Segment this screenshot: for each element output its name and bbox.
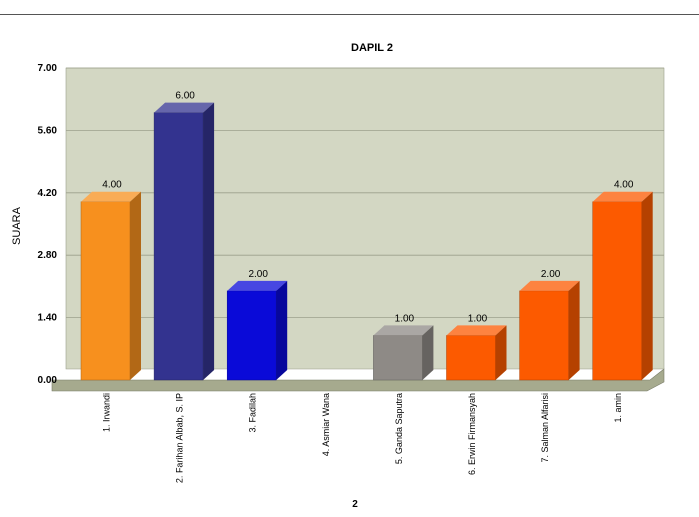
data-label: 4.00: [102, 180, 122, 191]
x-axis-title: 2: [352, 499, 358, 510]
y-axis-title: SUARA: [11, 206, 23, 245]
bar: [80, 191, 141, 381]
category-label: 4. Asmiar Wana: [321, 393, 331, 456]
y-tick-label: 4.20: [38, 188, 58, 199]
chart-title: DAPIL 2: [351, 42, 393, 54]
bars: 4.00 6.00 2.00 1.00 1.00 2.00 4.00: [80, 91, 653, 381]
bar: [153, 102, 215, 381]
bar: [592, 191, 653, 381]
y-tick-labels: 0.00 1.40 2.80 4.20 5.60 7.00: [38, 63, 58, 386]
bar: [226, 280, 288, 381]
data-label: 4.00: [614, 180, 634, 191]
category-label: 5. Ganda Saputra: [394, 393, 404, 464]
category-label: 2. Farihan Albab, S. IP: [175, 393, 185, 483]
data-label: 6.00: [175, 91, 195, 102]
data-label: 1.00: [468, 313, 488, 324]
category-label: 6. Erwin Firmansyah: [467, 393, 477, 475]
y-tick-label: 2.80: [38, 250, 58, 261]
category-label: 1. amin: [613, 393, 623, 423]
bar: [519, 280, 580, 381]
category-label: 7. Salman Alfarisi: [540, 393, 550, 463]
y-tick-label: 0.00: [38, 375, 58, 386]
top-divider: [0, 14, 699, 15]
bar: [446, 325, 507, 381]
category-label: 1. Irwandi: [102, 393, 112, 432]
data-label: 1.00: [395, 313, 415, 324]
data-label: 2.00: [248, 269, 268, 280]
data-label: 2.00: [541, 269, 561, 280]
chart-floor: [51, 368, 665, 392]
bar: [373, 325, 434, 381]
y-tick-label: 1.40: [38, 313, 58, 324]
category-label: 3. Fadilah: [248, 393, 258, 433]
y-tick-label: 7.00: [38, 63, 58, 74]
category-labels: 1. Irwandi 2. Farihan Albab, S. IP 3. Fadi…: [102, 393, 624, 483]
y-tick-label: 5.60: [38, 125, 58, 136]
